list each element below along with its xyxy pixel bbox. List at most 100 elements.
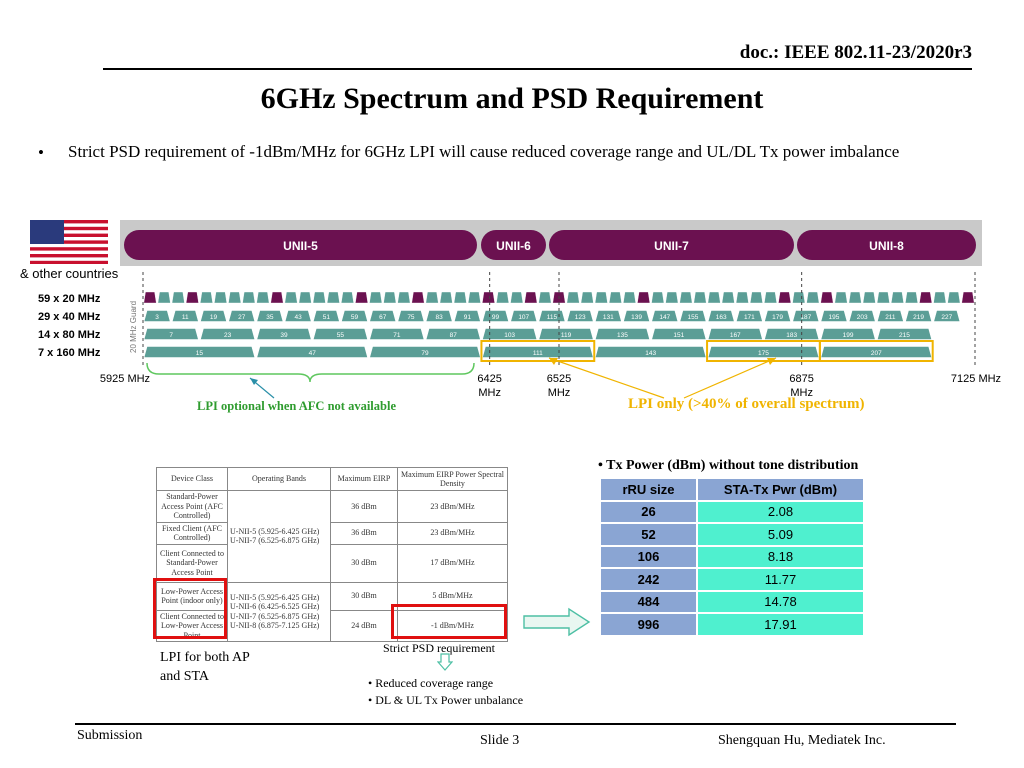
channel-box	[228, 310, 256, 322]
freq-label: 6525	[547, 373, 571, 385]
channel-number: 115	[547, 314, 558, 321]
strict-psd-highlight	[391, 604, 507, 639]
channel-box	[397, 310, 425, 322]
channel-20mhz	[693, 291, 707, 304]
channel-20mhz	[256, 291, 270, 304]
channel-20mhz	[425, 291, 439, 304]
channel-number: 171	[744, 314, 755, 321]
channel-20mhz	[933, 291, 947, 304]
channel-box	[143, 328, 199, 340]
ru-size: 26	[601, 501, 698, 524]
channel-box	[312, 328, 369, 340]
tx-power-header: • Tx Power (dBm) without tone distributi…	[598, 458, 859, 473]
channel-20mhz	[919, 291, 933, 304]
channel-box	[820, 346, 933, 358]
channel-box	[848, 310, 876, 322]
channel-box	[679, 310, 707, 322]
reg-eirp: 30 dBm	[330, 543, 398, 583]
band-unii-6	[481, 230, 546, 260]
channel-box	[623, 310, 651, 322]
channel-number: 67	[379, 314, 387, 321]
channel-20mhz	[637, 291, 651, 304]
reg-psd: 23 dBm/MHz	[397, 521, 508, 545]
channel-number: 51	[323, 314, 331, 321]
channel-box	[707, 346, 820, 358]
channel-20mhz	[369, 291, 383, 304]
channel-20mhz	[171, 291, 185, 304]
channel-box	[707, 328, 763, 340]
channel-box	[200, 310, 228, 322]
channel-box	[171, 310, 199, 322]
slide-title: 6GHz Spectrum and PSD Requirement	[260, 82, 764, 115]
lpi-only-note: LPI only (>40% of overall spectrum)	[628, 396, 865, 412]
submission-label: Submission	[77, 728, 143, 743]
lpi-afc-note: LPI optional when AFC not available	[197, 399, 396, 413]
table-row: 484 14.78	[601, 591, 863, 614]
reg-psd: 23 dBm/MHz	[397, 490, 508, 523]
right-arrow-icon	[523, 607, 591, 637]
row-label: 59 x 20 MHz	[38, 293, 101, 305]
afc-pointer-head	[250, 378, 258, 385]
channel-20mhz	[594, 291, 608, 304]
author: Shengquan Hu, Mediatek Inc.	[718, 733, 886, 748]
channel-box	[200, 328, 256, 340]
channel-box	[594, 328, 651, 340]
channel-box	[256, 310, 284, 322]
band-label: UNII-5	[283, 239, 318, 253]
channel-number: 163	[716, 314, 727, 321]
channel-box	[482, 346, 594, 358]
channel-number: 219	[913, 314, 924, 321]
footer-rule	[75, 723, 956, 725]
ru-size: 106	[601, 546, 698, 569]
tx-power: 17.91	[698, 614, 863, 637]
channel-box	[820, 328, 876, 340]
table-row: 996 17.91	[601, 614, 863, 637]
channel-number: 207	[871, 350, 882, 357]
band-unii-5	[124, 230, 477, 260]
channel-number: 143	[645, 350, 656, 357]
channel-number: 79	[421, 350, 429, 357]
channel-number: 195	[829, 314, 840, 321]
reg-bands-lpi: U-NII-5 (5.925-6.425 GHz) U-NII-6 (6.425…	[227, 581, 331, 642]
band-unii-8	[797, 230, 976, 260]
channel-number: 75	[407, 314, 415, 321]
impact-list: • Reduced coverage range • DL & UL Tx Po…	[368, 675, 523, 709]
channel-box	[933, 310, 961, 322]
channel-number: 203	[857, 314, 868, 321]
channel-20mhz	[721, 291, 735, 304]
reg-eirp: 36 dBm	[330, 490, 398, 523]
reg-header-device: Device Class	[156, 467, 228, 491]
channel-number: 175	[758, 350, 769, 357]
channel-20mhz	[608, 291, 622, 304]
channel-box	[284, 310, 312, 322]
reg-header-bands: Operating Bands	[227, 467, 331, 491]
channel-number: 87	[450, 332, 458, 339]
ru-size: 242	[601, 569, 698, 592]
channel-20mhz	[270, 291, 284, 304]
channel-box	[735, 310, 763, 322]
channel-20mhz	[199, 291, 213, 304]
lpi-device-highlight	[153, 578, 227, 639]
channel-number: 23	[224, 332, 232, 339]
channel-20mhz	[566, 291, 580, 304]
channel-box	[256, 346, 369, 358]
region-label: & other countries	[20, 266, 119, 281]
table-row: 242 11.77	[601, 569, 863, 592]
channel-number: 11	[182, 314, 189, 321]
freq-label: MHz	[478, 387, 501, 399]
band-label: UNII-6	[496, 239, 531, 253]
channel-number: 91	[464, 314, 472, 321]
row-label: 29 x 40 MHz	[38, 311, 101, 323]
channel-20mhz	[890, 291, 904, 304]
channel-box	[820, 310, 848, 322]
channel-20mhz	[482, 291, 495, 304]
tx-power: 11.77	[698, 569, 863, 592]
channel-box	[594, 310, 622, 322]
document-id: doc.: IEEE 802.11-23/2020r3	[739, 42, 972, 63]
channel-20mhz	[228, 291, 242, 304]
channel-20mhz	[862, 291, 876, 304]
freq-label: 5925 MHz	[100, 373, 150, 385]
channel-number: 47	[309, 350, 317, 357]
channel-box	[341, 310, 369, 322]
channel-20mhz	[947, 291, 961, 304]
